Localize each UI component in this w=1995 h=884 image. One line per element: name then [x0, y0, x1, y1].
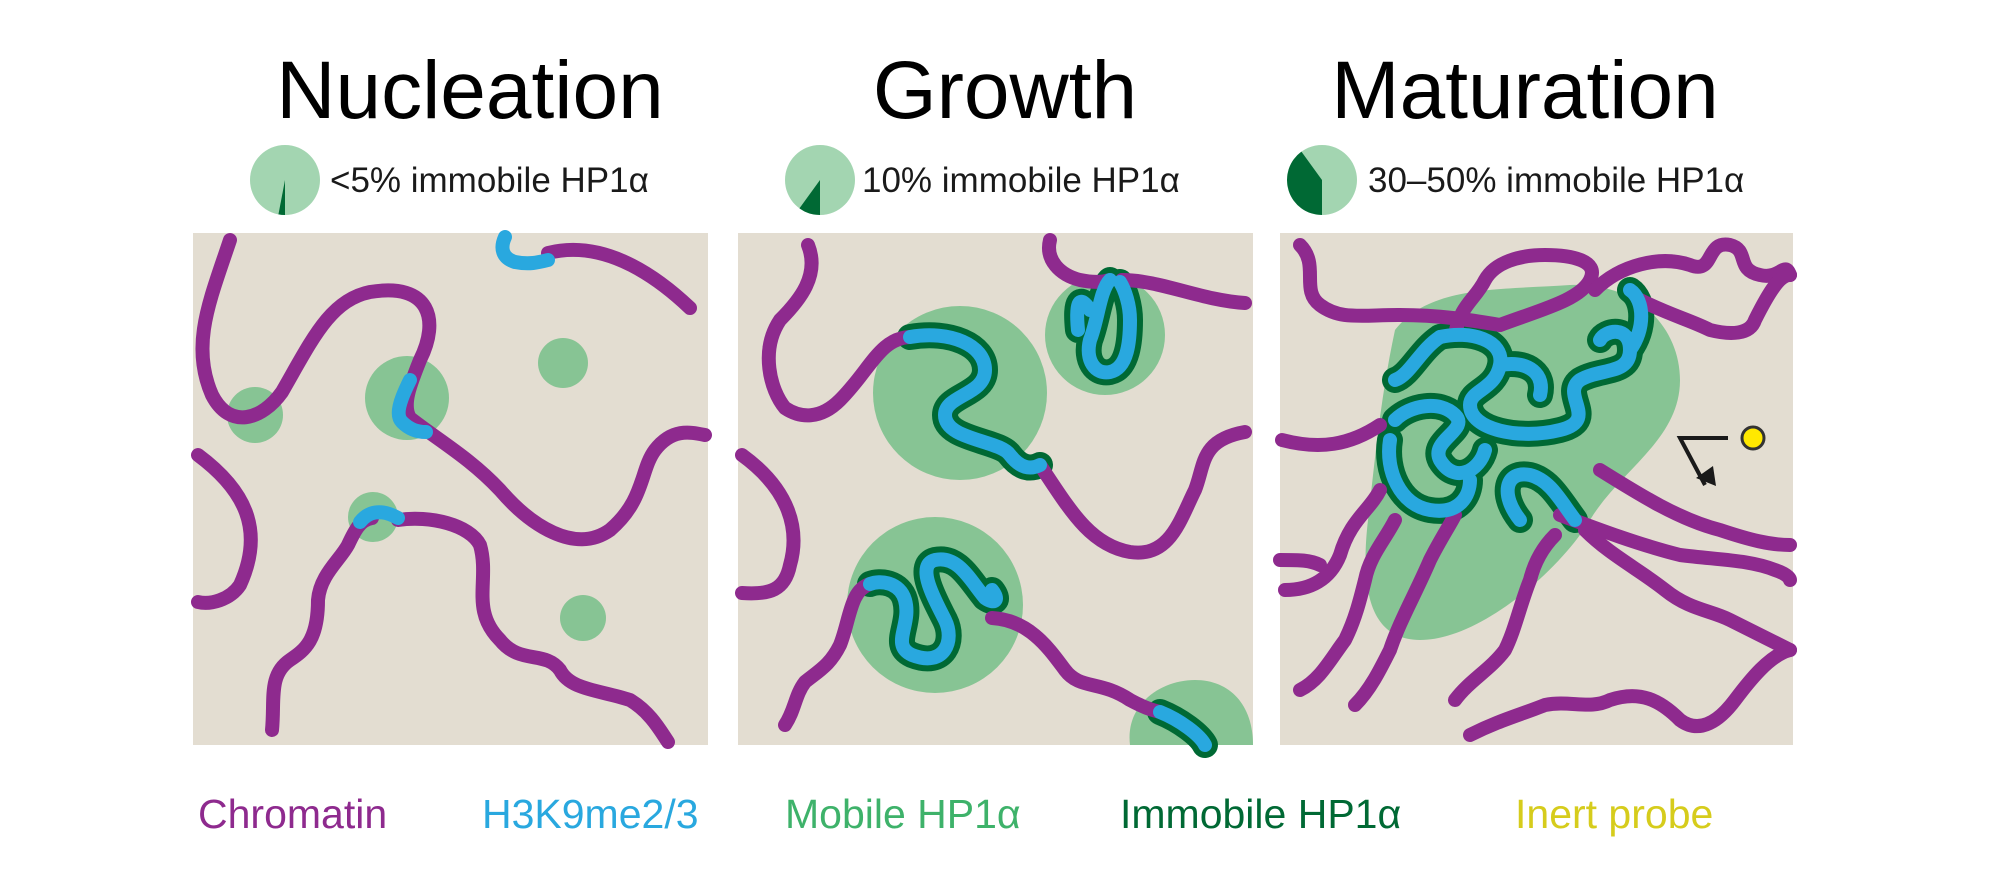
chromatin-strand [1448, 248, 1599, 342]
chromatin-strand [1033, 425, 1252, 560]
chromatin-strand [1448, 528, 1562, 707]
legend-mobile-hp1: Mobile HP1α [785, 791, 1021, 837]
chromatin-strand [541, 242, 697, 315]
panel-growth [735, 233, 1253, 758]
chromatin-strand [761, 238, 917, 423]
mobile-hp1-droplet [538, 338, 588, 388]
chromatin-strand [265, 511, 379, 737]
legend-inert-probe: Inert probe [1515, 791, 1713, 837]
mobile-hp1-droplet [1129, 680, 1253, 745]
legend-immobile-hp1: Immobile HP1α [1120, 791, 1401, 837]
mobile-hp1-droplet [560, 595, 606, 641]
h3k9me-segment [863, 552, 1003, 666]
panel-nucleation [191, 230, 712, 749]
pie-maturation [1286, 145, 1357, 215]
h3k9me-segment [1382, 398, 1492, 518]
legend-h3k9me: H3K9me2/3 [482, 791, 699, 837]
h3k9me-segment [353, 505, 405, 529]
chromatin-strand [735, 448, 801, 601]
h3k9me-segment [391, 373, 433, 439]
chromatin-strand [985, 611, 1167, 719]
chromatin-strand [1293, 513, 1402, 697]
chromatin-strand [1463, 643, 1797, 742]
chromatin-strand [1588, 237, 1797, 297]
stage-title-nucleation: Nucleation [276, 45, 663, 136]
h3k9me-segment [903, 328, 1047, 475]
pie-growth [785, 145, 855, 215]
chromatin-strand [1578, 523, 1797, 657]
stage-caption-growth: 10% immobile HP1α [862, 161, 1180, 200]
chromatin-strand [1115, 273, 1252, 310]
chromatin-strand [778, 577, 877, 732]
chromatin-strand [1278, 483, 1387, 597]
chromatin-strand [195, 233, 712, 547]
h3k9me-segment [1070, 273, 1137, 380]
stage-title-maturation: Maturation [1331, 45, 1718, 136]
chromatin-strand [1593, 463, 1797, 552]
panel-maturation [1273, 233, 1797, 745]
legend-chromatin: Chromatin [198, 791, 387, 837]
chromatin-strand [1273, 553, 1327, 572]
pie-nucleation [250, 145, 320, 215]
chromatin-strand [391, 511, 675, 749]
h3k9me-segment [1388, 283, 1649, 387]
chromatin-strand [1275, 418, 1387, 452]
chromatin-strand [1633, 268, 1797, 340]
stage-caption-nucleation: <5% immobile HP1α [330, 161, 649, 200]
chromatin-strand [1553, 508, 1797, 587]
chromatin-strand [1348, 508, 1462, 712]
h3k9me-segment [495, 230, 555, 271]
inert-probe-particle [1740, 425, 1766, 451]
stage-title-growth: Growth [873, 45, 1137, 136]
h3k9me-segment [1500, 467, 1582, 527]
legend: Chromatin H3K9me2/3 Mobile HP1α Immobile… [198, 791, 1713, 837]
h3k9me-segment [1153, 705, 1212, 752]
chromatin-strand [191, 448, 258, 610]
stage-caption-maturation: 30–50% immobile HP1α [1368, 161, 1744, 200]
inert-probe-deflection-arrow [1676, 436, 1728, 486]
